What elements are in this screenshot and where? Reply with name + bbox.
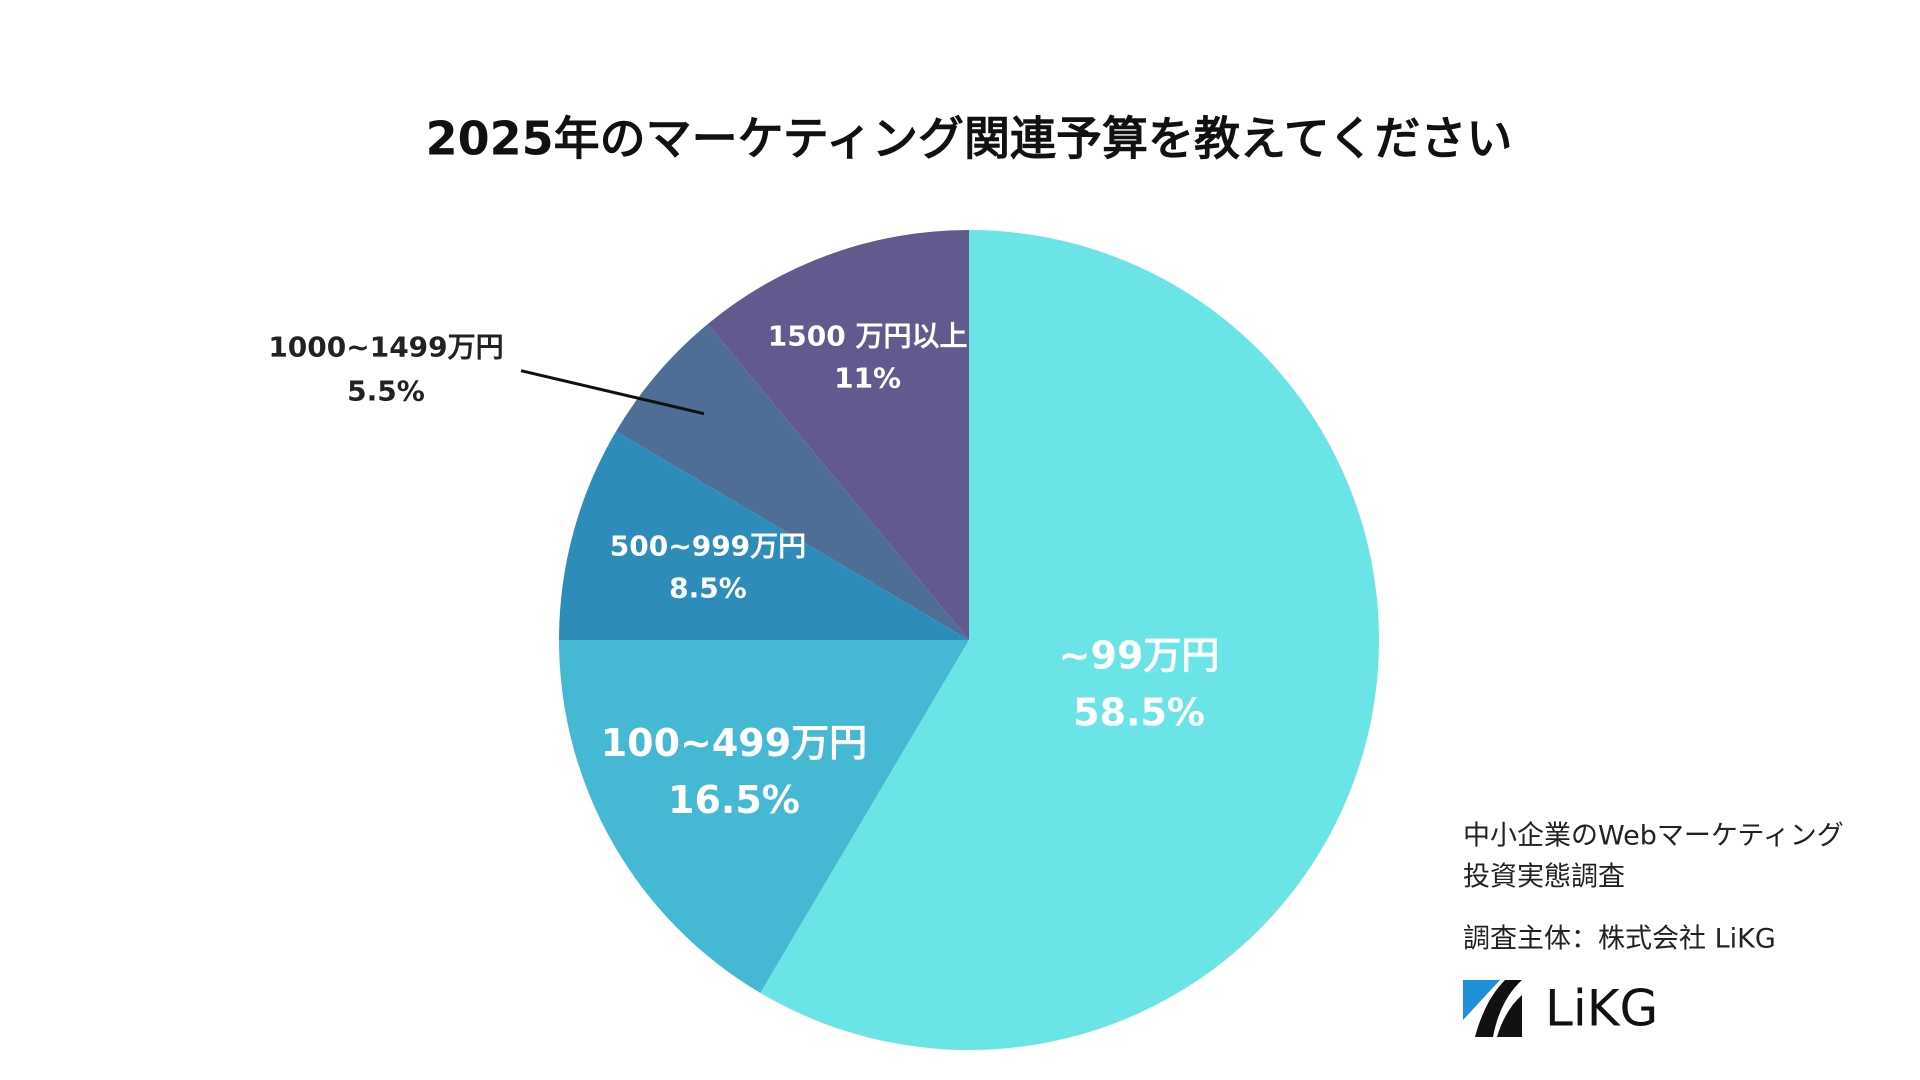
value-label: 8.5% <box>669 572 747 605</box>
pie-slice <box>707 230 969 640</box>
value-label: 58.5% <box>1073 691 1205 735</box>
pie-slice <box>559 640 969 993</box>
pie-slice <box>760 230 1379 1050</box>
leader-line <box>520 369 705 416</box>
value-label: 11% <box>834 361 901 394</box>
slice-label: ~99万円 <box>1059 634 1220 678</box>
logo: LiKG <box>1463 980 1658 1038</box>
slice-label: 100~499万円 <box>601 721 867 765</box>
logo-icon <box>1463 980 1500 1020</box>
slice-label: 1000~1499万円 <box>268 331 503 364</box>
pie: ~99万円 58.5% 100~499万円 16.5% 500~999万円 8.5% 100… <box>268 230 1379 1050</box>
chart-title: 2025年のマーケティング関連予算を教えてください <box>426 112 1513 166</box>
value-label: 16.5% <box>668 778 800 822</box>
sponsor: 調査主体：株式会社 LiKG <box>1463 924 1776 955</box>
slice-label: 500~999万円 <box>610 530 806 563</box>
slice-label: 1500 万円以上 <box>768 319 968 352</box>
pie-slice <box>616 324 969 640</box>
pie-slice <box>559 431 969 640</box>
source-line: 中小企業のWebマーケティング <box>1463 821 1844 852</box>
value-label: 5.5% <box>347 375 425 408</box>
source-line: 投資実態調査 <box>1463 862 1625 893</box>
logo-icon <box>1475 980 1522 1037</box>
logo-text: LiKG <box>1545 980 1658 1038</box>
